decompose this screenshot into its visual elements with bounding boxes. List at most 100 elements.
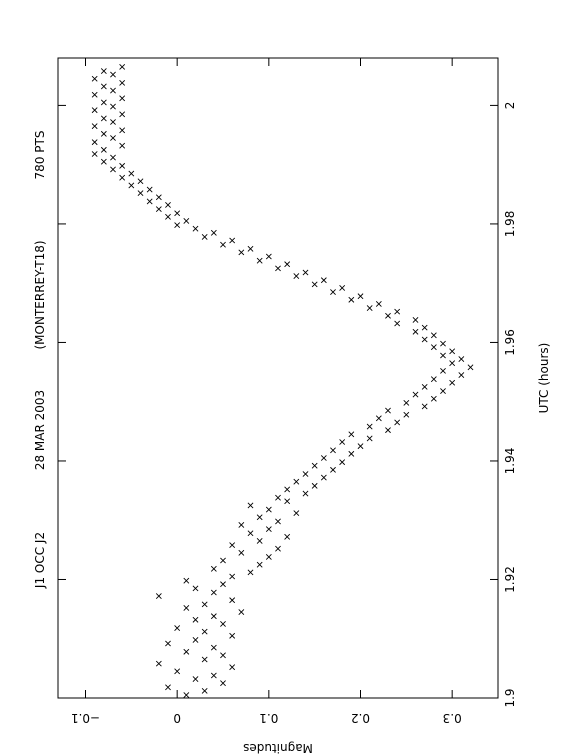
plot-frame xyxy=(57,57,499,699)
data-point xyxy=(210,672,217,679)
data-point xyxy=(430,395,437,402)
data-point xyxy=(220,581,226,588)
data-point xyxy=(91,123,98,130)
title-part-1: J1 OCC J2 xyxy=(33,532,47,589)
data-point xyxy=(137,178,144,185)
data-point xyxy=(458,372,465,378)
x-tick-label: 2 xyxy=(503,102,517,110)
data-point xyxy=(229,632,236,639)
x-tick-label: 1.9 xyxy=(503,688,517,707)
data-point xyxy=(394,419,401,426)
data-point xyxy=(467,364,474,371)
data-point xyxy=(100,115,107,122)
data-point xyxy=(394,308,401,315)
data-point xyxy=(183,577,190,584)
data-point xyxy=(220,652,226,659)
x-tick-label: 1.92 xyxy=(503,566,517,593)
data-point xyxy=(192,585,199,592)
data-point xyxy=(421,403,428,410)
data-point xyxy=(229,573,236,580)
data-point xyxy=(220,621,226,627)
data-point xyxy=(247,530,254,537)
data-point xyxy=(421,383,428,390)
data-point xyxy=(183,605,190,611)
data-point xyxy=(293,273,300,279)
data-point xyxy=(293,478,300,485)
data-point xyxy=(275,265,281,272)
data-point xyxy=(412,391,419,398)
data-point xyxy=(275,545,281,552)
data-point xyxy=(256,514,263,521)
data-point xyxy=(174,210,181,217)
x-axis-ticks: 1.9 1.92 1.94 1.96 1.98 2 xyxy=(58,102,517,708)
data-point xyxy=(100,68,107,74)
data-point xyxy=(440,367,446,374)
data-point xyxy=(201,687,208,694)
data-point xyxy=(119,63,126,70)
data-point xyxy=(174,668,181,675)
data-point xyxy=(119,174,126,181)
data-point xyxy=(128,182,135,189)
data-point xyxy=(284,261,291,268)
data-point xyxy=(375,415,382,422)
data-point xyxy=(440,352,446,359)
data-point xyxy=(210,229,217,236)
data-point xyxy=(110,119,116,125)
data-point xyxy=(229,597,236,604)
data-point xyxy=(265,253,272,260)
data-point xyxy=(165,202,171,208)
data-point xyxy=(284,498,291,505)
data-point xyxy=(275,494,281,501)
data-point xyxy=(137,190,144,197)
data-point xyxy=(366,305,373,311)
y-tick-label: 0 xyxy=(173,711,181,725)
data-point xyxy=(91,107,98,114)
data-point xyxy=(256,257,263,264)
data-point xyxy=(284,486,291,493)
data-point xyxy=(210,613,217,620)
title-part-3: (MONTERREY-T18) xyxy=(33,240,47,349)
data-point xyxy=(330,447,336,454)
data-point xyxy=(192,637,199,643)
data-point xyxy=(183,648,190,655)
y-tick-label: 0.3 xyxy=(443,711,462,725)
data-point xyxy=(385,312,391,319)
data-point xyxy=(155,194,162,201)
data-point xyxy=(302,490,309,497)
data-point xyxy=(155,660,162,667)
data-point xyxy=(110,166,116,173)
data-point xyxy=(421,336,428,343)
data-point xyxy=(247,569,254,576)
y-axis-label: Magnitudes xyxy=(243,741,313,755)
data-point xyxy=(284,533,291,540)
data-point xyxy=(449,379,456,386)
data-point xyxy=(357,443,364,450)
data-point xyxy=(174,625,181,631)
data-point xyxy=(201,628,208,635)
data-point xyxy=(201,234,208,240)
data-point xyxy=(119,111,126,118)
data-point xyxy=(293,510,300,517)
data-point xyxy=(430,344,437,351)
data-point xyxy=(403,399,410,406)
data-point xyxy=(119,79,126,86)
data-point xyxy=(146,198,153,205)
data-point xyxy=(229,664,236,671)
data-point xyxy=(174,222,181,229)
y-tick-label: 0.2 xyxy=(351,711,370,725)
data-point xyxy=(320,277,327,284)
data-point xyxy=(238,549,245,556)
data-point xyxy=(128,170,135,177)
title-group: J1 OCC J2 28 MAR 2003 (MONTERREY-T18) 78… xyxy=(33,131,47,590)
data-point xyxy=(183,692,190,698)
data-point xyxy=(110,71,116,78)
data-point xyxy=(366,435,373,442)
data-point xyxy=(265,554,272,560)
data-point xyxy=(210,589,217,596)
data-point xyxy=(302,269,309,276)
data-point xyxy=(348,431,355,438)
data-point xyxy=(385,407,391,414)
x-tick-label: 1.96 xyxy=(503,329,517,356)
data-point xyxy=(229,542,236,549)
data-point xyxy=(119,127,126,134)
